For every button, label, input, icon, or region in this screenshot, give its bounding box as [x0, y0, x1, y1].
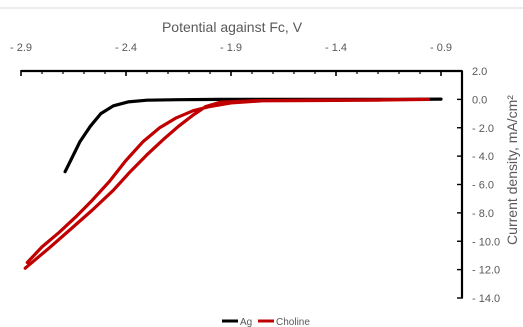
y-tick-label: - 4.0 [472, 151, 494, 163]
x-tick-label: - 1.4 [325, 42, 347, 54]
x-tick-label: - 1.9 [220, 42, 242, 54]
y-tick-label: - 12.0 [472, 265, 500, 277]
x-tick-label: - 2.9 [10, 42, 32, 54]
x-tick-label: - 2.4 [115, 42, 137, 54]
legend: Ag Choline [222, 317, 310, 327]
plot-series [23, 97, 443, 270]
x-axis: - 2.9 - 2.4 - 1.9 - 1.4 - 0.9 [10, 42, 462, 76]
y-tick-label: - 14.0 [472, 293, 500, 305]
series-line-ag [63, 97, 443, 174]
y-tick-label: - 10.0 [472, 236, 500, 248]
y-tick-label: 0.0 [472, 94, 487, 106]
series-line-choline [23, 97, 430, 270]
x-tick-label: - 0.9 [430, 42, 452, 54]
x-axis-title: Potential against Fc, V [162, 19, 303, 35]
y-tick-label: - 2.0 [472, 123, 494, 135]
y-axis: 2.0 0.0 - 2.0 - 4.0 - 6.0 - 8.0 - 10.0 - 12.0 - … [457, 66, 500, 305]
y-axis-title: Current density, mA/cm² [504, 95, 520, 245]
y-tick-label: 2.0 [472, 66, 487, 78]
legend-label-ag: Ag [240, 317, 252, 327]
legend-label-choline: Choline [276, 317, 310, 327]
y-tick-label: - 6.0 [472, 180, 494, 192]
y-tick-label: - 8.0 [472, 208, 494, 220]
